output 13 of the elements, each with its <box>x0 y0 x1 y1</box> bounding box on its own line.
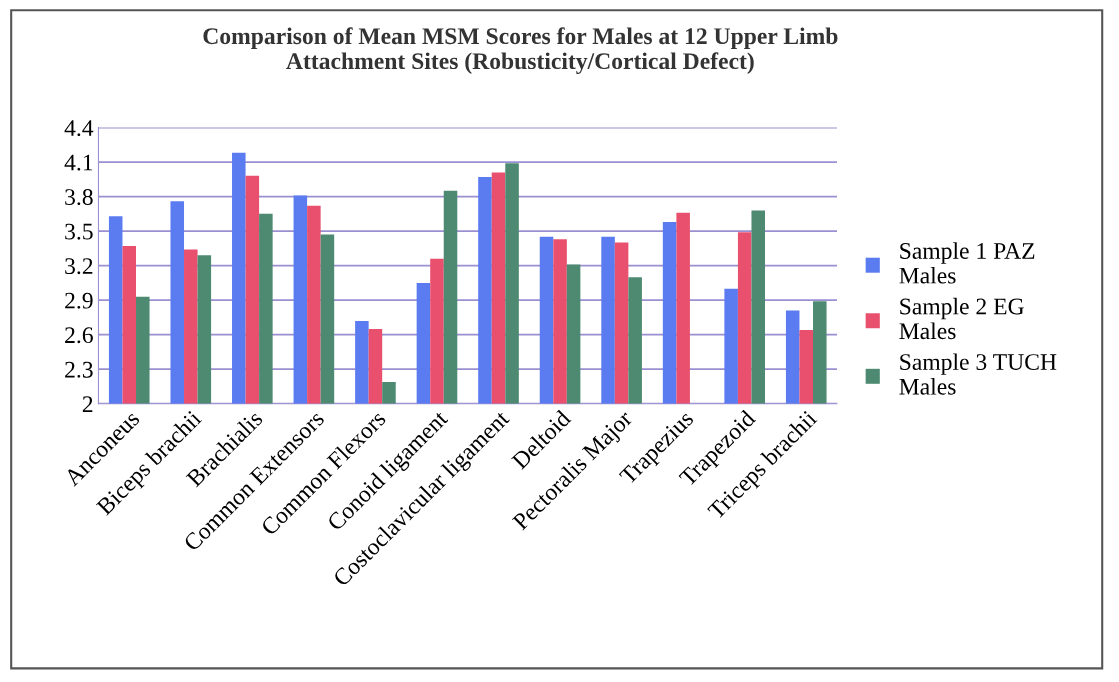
chart-title: Comparison of Mean MSM Scores for Males at 12 Upper Limb Attachment Sites (Robusticity/Cortical Defect) <box>203 27 838 74</box>
y-tick-label: 3.8 <box>65 189 93 206</box>
legend-label: Sample 3 TUCH Males <box>899 353 1057 395</box>
y-tick-label: 2.9 <box>65 292 93 309</box>
y-tick-label: 4.4 <box>64 120 94 137</box>
y-tick-label: 2 <box>82 396 93 412</box>
y-tick-label: 3.5 <box>65 223 93 240</box>
y-tick-label: 2.3 <box>65 361 93 378</box>
y-tick-label: 2.6 <box>65 327 93 344</box>
y-tick-label: 4.1 <box>64 154 93 171</box>
y-tick-label: 3.2 <box>65 258 93 275</box>
legend-label: Sample 2 EG Males <box>899 297 1024 340</box>
legend-label: Sample 1 PAZ Males <box>899 242 1035 284</box>
